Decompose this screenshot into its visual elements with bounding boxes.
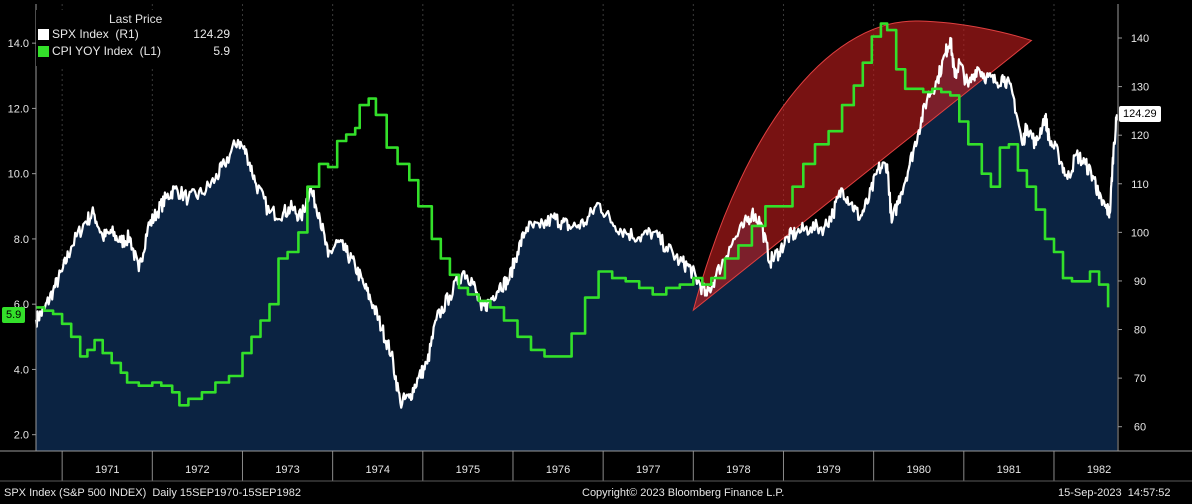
spx-area — [36, 38, 1118, 451]
left-axis-ticks: 2.04.06.08.010.012.014.0 — [8, 38, 36, 442]
legend-header: Last Price — [109, 12, 163, 26]
legend-item-spx[interactable]: SPX Index (R1) 124.29 — [38, 27, 234, 43]
x-tick-label: 1971 — [95, 464, 119, 476]
x-tick-label: 1972 — [185, 464, 209, 476]
x-tick-label: 1982 — [1087, 464, 1111, 476]
x-tick-label: 1974 — [365, 464, 389, 476]
x-tick-label: 1979 — [816, 464, 840, 476]
legend-label-cpi: CPI YOY Index (L1) — [52, 44, 161, 58]
footer-source: SPX Index (S&P 500 INDEX) Daily 15SEP197… — [4, 487, 301, 499]
left-tick-label: 8.0 — [14, 234, 29, 246]
right-tick-label: 80 — [1134, 325, 1146, 337]
cpi-line-path — [36, 22, 1110, 407]
x-tick-label: 1977 — [636, 464, 660, 476]
right-tick-label: 130 — [1131, 82, 1149, 94]
left-tick-label: 2.0 — [14, 430, 29, 442]
right-axis-ticks: 60 70 80 90 100 110 120 130 140 — [1118, 33, 1149, 434]
legend-swatch-spx — [38, 29, 49, 40]
left-last-value-tag: 5.9 — [2, 307, 26, 323]
legend-swatch-cpi — [38, 46, 49, 57]
legend-item-cpi[interactable]: CPI YOY Index (L1) 5.9 — [38, 44, 234, 60]
right-tick-label: 100 — [1131, 227, 1149, 239]
left-tick-label: 14.0 — [8, 38, 29, 50]
right-tick-label: 60 — [1134, 422, 1146, 434]
axes — [0, 4, 1192, 482]
legend-label-spx: SPX Index (R1) — [52, 27, 139, 41]
spx-area-fill — [36, 38, 1118, 451]
left-tick-label: 12.0 — [8, 103, 29, 115]
spx-line — [34, 36, 1119, 409]
x-axis-ticks: 1971 1972 1973 1974 1975 1976 1977 1978 1979 1980… — [95, 464, 1111, 476]
right-tick-label: 110 — [1131, 179, 1149, 191]
right-last-value-tag: 124.29 — [1119, 106, 1161, 122]
cpi-line — [36, 22, 1110, 407]
x-tick-label: 1975 — [456, 464, 480, 476]
right-tick-label: 140 — [1131, 33, 1149, 45]
legend-value-spx: 124.29 — [193, 27, 230, 41]
right-tick-label: 120 — [1131, 130, 1149, 142]
x-tick-label: 1973 — [275, 464, 299, 476]
x-tick-label: 1976 — [546, 464, 570, 476]
x-tick-label: 1978 — [726, 464, 750, 476]
left-tick-label: 10.0 — [8, 169, 29, 181]
right-tick-label: 90 — [1134, 276, 1146, 288]
x-tick-label: 1981 — [997, 464, 1021, 476]
legend: Last Price SPX Index (R1) 124.29 CPI YOY… — [36, 10, 238, 66]
footer-copyright: Copyright© 2023 Bloomberg Finance L.P. — [582, 487, 785, 499]
left-tick-label: 4.0 — [14, 364, 29, 376]
legend-value-cpi: 5.9 — [213, 44, 230, 58]
x-tick-label: 1980 — [906, 464, 930, 476]
footer-timestamp: 15-Sep-2023 14:57:52 — [1058, 487, 1171, 499]
right-tick-label: 70 — [1134, 373, 1146, 385]
spx-line-path — [34, 36, 1119, 409]
